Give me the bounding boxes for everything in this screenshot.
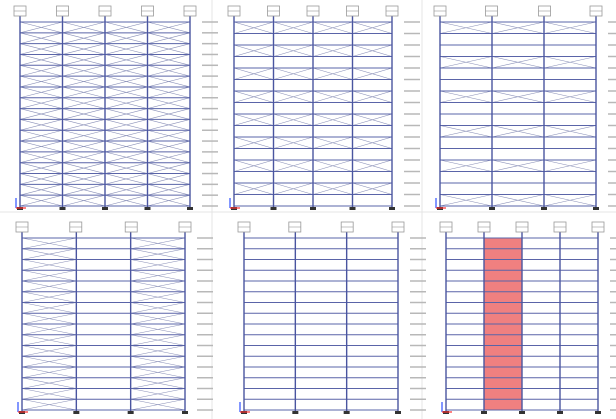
- support: [60, 207, 66, 210]
- frame-elevations: [0, 0, 616, 419]
- support: [344, 411, 350, 414]
- support: [489, 207, 495, 210]
- support: [595, 411, 601, 414]
- support: [310, 207, 316, 210]
- support: [519, 411, 525, 414]
- support: [102, 207, 108, 210]
- support: [128, 411, 134, 414]
- support: [541, 207, 547, 210]
- support: [73, 411, 79, 414]
- support: [557, 411, 563, 414]
- support: [395, 411, 401, 414]
- support: [182, 411, 188, 414]
- support: [481, 411, 487, 414]
- support: [593, 207, 599, 210]
- support: [187, 207, 193, 210]
- support: [271, 207, 277, 210]
- support: [389, 207, 395, 210]
- support: [350, 207, 356, 210]
- support: [145, 207, 151, 210]
- support: [292, 411, 298, 414]
